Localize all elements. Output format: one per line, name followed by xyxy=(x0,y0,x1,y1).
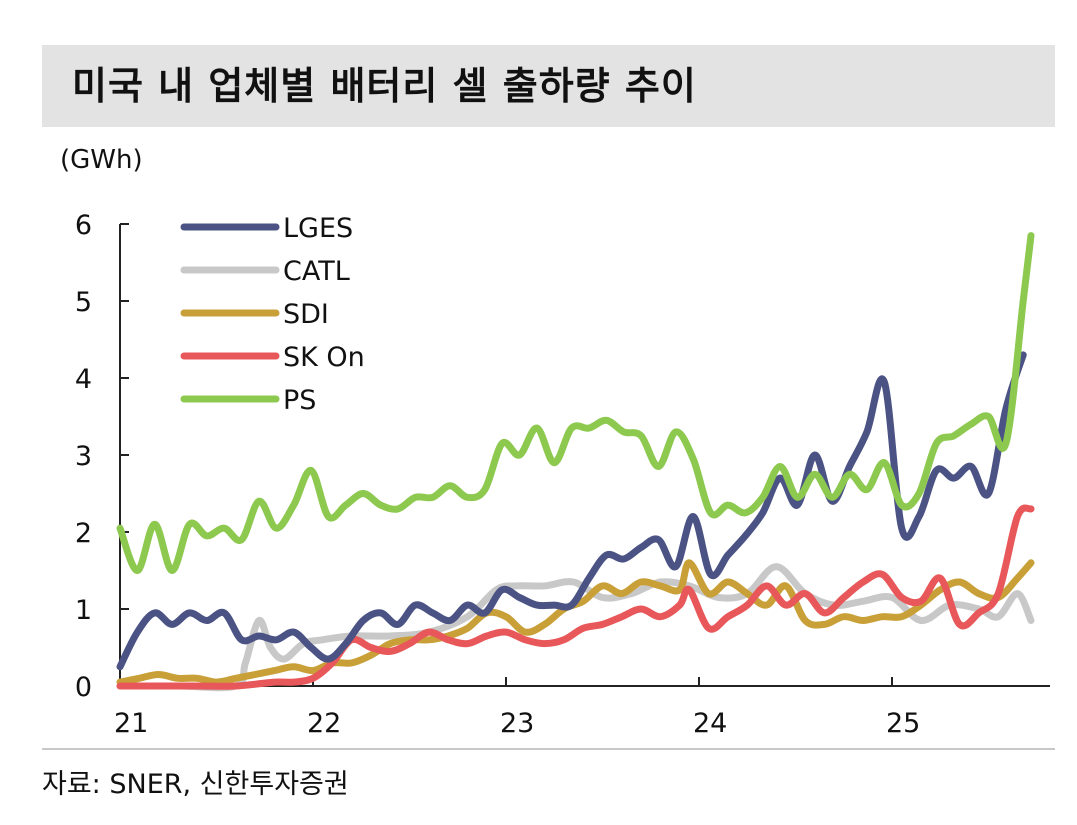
y-tick-label: 5 xyxy=(75,287,92,318)
legend-label-lges: LGES xyxy=(283,213,353,244)
y-tick-label: 2 xyxy=(75,518,92,549)
y-tick-label: 6 xyxy=(75,210,92,241)
x-tick-label: 24 xyxy=(693,708,727,739)
y-tick-label: 0 xyxy=(75,672,92,703)
source-divider xyxy=(42,748,1055,750)
source-note: 자료: SNER, 신한투자증권 xyxy=(42,769,349,800)
chart-title: 미국 내 업체별 배터리 셀 출하량 추이 xyxy=(72,64,697,108)
series-line-sdi xyxy=(116,559,1035,686)
legend-label-ps: PS xyxy=(283,385,316,416)
y-tick-label: 1 xyxy=(75,595,92,626)
x-tick-label: 22 xyxy=(307,708,341,739)
y-tick-label: 4 xyxy=(75,364,92,395)
legend-label-sdi: SDI xyxy=(283,299,329,330)
series-line-catl xyxy=(116,563,1035,692)
y-tick-label: 3 xyxy=(75,441,92,472)
title-bar: 미국 내 업체별 배터리 셀 출하량 추이 xyxy=(42,45,1055,127)
legend-label-sk-on: SK On xyxy=(283,342,365,373)
series-line-lges xyxy=(116,351,1027,671)
x-tick-label: 21 xyxy=(114,708,148,739)
x-tick-label: 25 xyxy=(886,708,920,739)
legend-label-catl: CATL xyxy=(283,256,350,287)
unit-label: (GWh) xyxy=(60,145,143,175)
series-line-ps xyxy=(116,232,1035,574)
x-tick-label: 23 xyxy=(500,708,534,739)
